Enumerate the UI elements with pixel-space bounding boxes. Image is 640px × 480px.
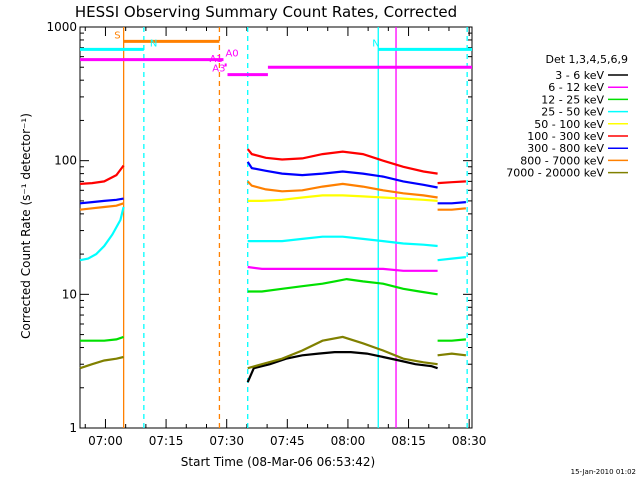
series-line bbox=[437, 207, 467, 211]
x-tick-label: 07:15 bbox=[149, 434, 184, 448]
series-line bbox=[437, 352, 467, 357]
plot-frame bbox=[79, 26, 473, 429]
series-line bbox=[247, 194, 438, 202]
series-line bbox=[437, 180, 466, 185]
series-line bbox=[79, 197, 124, 205]
footer-date: 15-Jan-2010 01:02 bbox=[571, 468, 636, 476]
flag-label: A3 bbox=[212, 64, 225, 75]
chart-title: HESSI Observing Summary Count Rates, Cor… bbox=[75, 3, 457, 21]
legend-label: 6 - 12 keV bbox=[548, 81, 604, 94]
legend-label: 3 - 6 keV bbox=[555, 69, 604, 82]
series-line bbox=[247, 277, 438, 296]
series-line bbox=[246, 161, 438, 189]
legend-label: 300 - 800 keV bbox=[527, 142, 604, 155]
series-line bbox=[79, 355, 124, 370]
flag-label: S bbox=[114, 30, 120, 41]
series-line bbox=[247, 265, 438, 272]
y-axis-label: Corrected Count Rate (s⁻¹ detector⁻¹) bbox=[19, 113, 33, 339]
series-line bbox=[247, 335, 438, 370]
x-tick-label: 07:45 bbox=[270, 434, 305, 448]
series-line bbox=[79, 206, 125, 262]
flag-label: N bbox=[150, 38, 157, 49]
series-line bbox=[246, 180, 438, 199]
series-line bbox=[246, 351, 438, 383]
series-line bbox=[79, 202, 124, 211]
x-tick-label: 08:30 bbox=[452, 434, 487, 448]
flag-label: A1 bbox=[209, 54, 222, 65]
flag-label: N bbox=[372, 38, 379, 49]
legend-label: 7000 - 20000 keV bbox=[506, 167, 604, 180]
legend-label: 800 - 7000 keV bbox=[520, 154, 604, 167]
series-line bbox=[80, 335, 124, 342]
x-tick-label: 08:15 bbox=[391, 434, 426, 448]
x-tick-label: 07:00 bbox=[88, 434, 123, 448]
legend-label: 100 - 300 keV bbox=[527, 130, 604, 143]
series-line bbox=[437, 201, 466, 205]
x-tick-label: 08:00 bbox=[331, 434, 366, 448]
legend-label: 50 - 100 keV bbox=[534, 118, 604, 131]
y-tick-label: 100 bbox=[54, 154, 77, 168]
series-line bbox=[247, 235, 438, 248]
x-tick-label: 07:30 bbox=[209, 434, 244, 448]
y-tick-label: 1 bbox=[69, 421, 77, 435]
legend-label: 25 - 50 keV bbox=[541, 106, 604, 119]
legend-label: 12 - 25 keV bbox=[541, 93, 604, 106]
series-line bbox=[437, 338, 467, 342]
flag-label: A0 bbox=[225, 49, 238, 60]
series-line bbox=[246, 148, 438, 175]
plot-area: 07:00 07:15 07:30 07:45 08:00 08:15 08:30 1 10 10… bbox=[46, 20, 486, 448]
legend-title: Det 1,3,4,5,6,9 bbox=[545, 53, 628, 66]
y-tick-label: 1000 bbox=[46, 20, 77, 34]
series-line bbox=[79, 164, 125, 185]
series-line bbox=[437, 256, 467, 262]
y-tick-label: 10 bbox=[62, 287, 77, 301]
x-axis-label: Start Time (08-Mar-06 06:53:42) bbox=[181, 455, 375, 469]
